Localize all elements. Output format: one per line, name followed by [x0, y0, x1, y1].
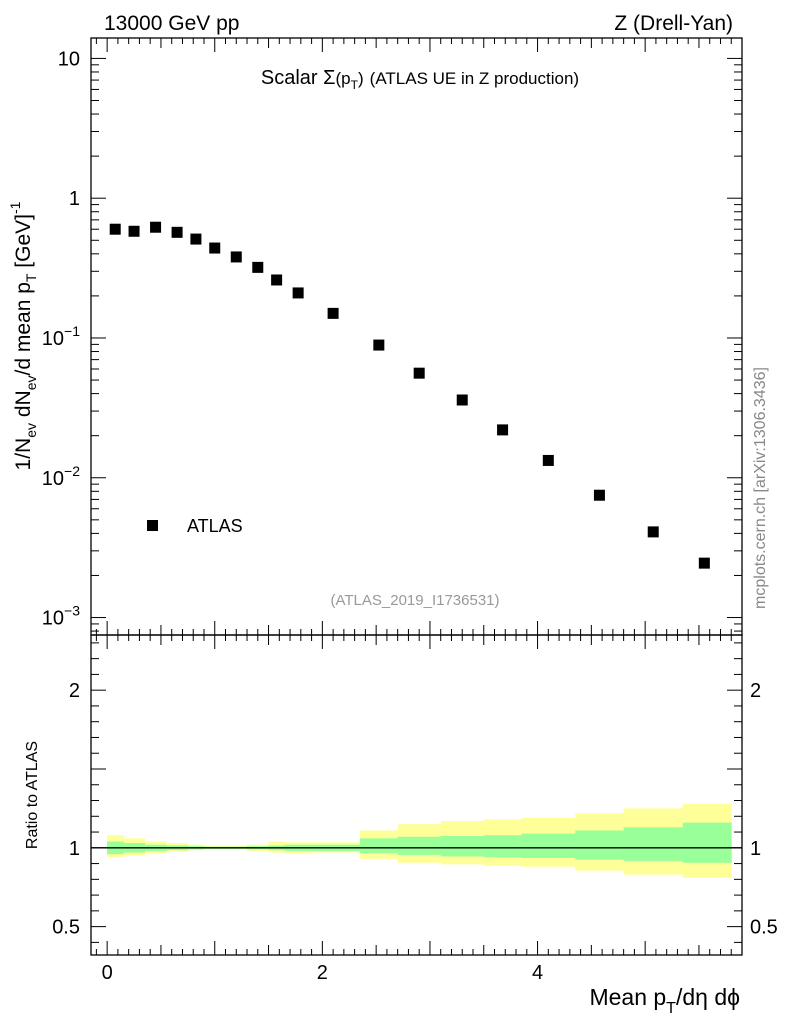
- main-y-tick-label: 10−1: [42, 323, 80, 350]
- data-point: [230, 251, 242, 263]
- data-point: [698, 557, 710, 569]
- green-band-segment: [623, 827, 684, 862]
- data-point: [413, 367, 425, 379]
- data-point: [292, 287, 304, 299]
- ratio-y-tick-label-left: 2: [69, 680, 80, 702]
- main-data-markers: [109, 221, 710, 569]
- green-band-segment: [682, 822, 732, 863]
- ratio-panel: 2 2 1 1 0.5 0.5 0 2 4 Ratio to ATLAS Mean pT/dη…: [24, 634, 778, 1017]
- side-label: mcplots.cern.ch [arXiv:1306.3436]: [752, 367, 769, 609]
- data-point: [109, 223, 121, 235]
- ratio-y-axis-label: Ratio to ATLAS: [24, 741, 41, 849]
- main-y-axis-label: 1/Nev dNev/d mean pT [GeV]-1: [7, 201, 39, 470]
- main-y-tick-labels: 10 1 10−1 10−2 10−3: [42, 48, 80, 629]
- main-y-tick-label: 10−2: [42, 463, 80, 490]
- data-point: [252, 261, 264, 273]
- data-point: [171, 226, 183, 238]
- ratio-x-tick-labels: 0 2 4: [102, 962, 544, 984]
- green-band-segment: [360, 838, 399, 854]
- main-ticks: [91, 38, 742, 635]
- header-left-label: 13000 GeV pp: [104, 12, 239, 35]
- ratio-y-tick-label-right: 0.5: [750, 917, 778, 939]
- data-point: [373, 339, 385, 351]
- data-point: [150, 221, 162, 233]
- data-point: [456, 394, 468, 406]
- main-y-tick-label: 10: [58, 48, 80, 70]
- main-y-tick-label: 10−3: [42, 603, 80, 630]
- analysis-reference: (ATLAS_2019_I1736531): [330, 592, 499, 609]
- main-panel: Scalar Σ(pT) (ATLAS UE in Z production) 1…: [7, 37, 743, 636]
- data-point: [593, 489, 605, 501]
- main-title: Scalar Σ(pT) (ATLAS UE in Z production): [261, 67, 579, 92]
- data-point: [647, 526, 659, 538]
- x-axis-label: Mean pT/dη dϕ: [589, 984, 740, 1017]
- ratio-x-tick-label: 0: [102, 962, 113, 984]
- main-y-tick-label: 1: [69, 188, 80, 210]
- data-point: [190, 233, 202, 245]
- ratio-y-tick-label-right: 2: [750, 680, 761, 702]
- green-band-segment: [483, 835, 522, 858]
- green-band-segment: [521, 833, 576, 859]
- ratio-y-tick-label-right: 1: [750, 838, 761, 860]
- ratio-y-tick-label-left: 0.5: [52, 917, 80, 939]
- ratio-frame: [90, 634, 743, 956]
- green-band-segment: [440, 835, 485, 857]
- ratio-x-tick-label: 4: [532, 962, 543, 984]
- ratio-y-tick-labels: 2 2 1 1 0.5 0.5: [52, 680, 778, 938]
- data-point: [271, 274, 283, 286]
- data-point: [209, 242, 221, 254]
- data-point: [497, 424, 509, 436]
- ratio-ticks: [91, 635, 742, 955]
- ratio-y-tick-label-left: 1: [69, 838, 80, 860]
- legend: ATLAS: [147, 516, 243, 536]
- legend-marker: [147, 520, 158, 531]
- green-band-segment: [575, 830, 625, 860]
- data-point: [542, 454, 554, 466]
- data-point: [327, 307, 339, 319]
- ratio-x-tick-label: 2: [317, 962, 328, 984]
- main-frame: [90, 37, 743, 636]
- data-point: [128, 225, 140, 237]
- green-band-segment: [397, 836, 442, 855]
- ratio-bands: [107, 803, 732, 878]
- header-right-label: Z (Drell-Yan): [614, 12, 733, 35]
- legend-label: ATLAS: [187, 516, 243, 536]
